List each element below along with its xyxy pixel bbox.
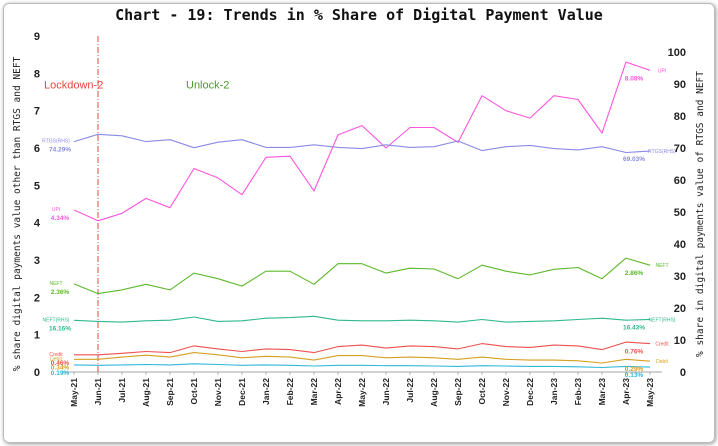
y-tick-right: 40 [674, 239, 686, 251]
x-tick-label: Oct-21 [189, 378, 199, 405]
y-tick-left: 6 [34, 143, 40, 155]
x-tick-label: Nov-21 [213, 378, 223, 407]
data-label-upi: 8.08% [625, 75, 644, 82]
series-tag-end-credit: Credit [655, 342, 669, 348]
series-tag-start-neft: NEFT [49, 281, 62, 287]
x-tick-label: Jul-21 [117, 378, 127, 403]
y-tick-left: 5 [34, 180, 40, 192]
annotation-lockdown: Lockdown-2 [44, 79, 103, 91]
x-tick-label: Jun-21 [93, 378, 103, 406]
data-label-neft-rhs: 16.43% [623, 324, 645, 331]
x-tick-label: Jun-22 [381, 378, 391, 406]
series-lines [73, 61, 651, 369]
series-line-neft [73, 257, 651, 295]
data-label-upi: 4.34% [51, 215, 70, 222]
series-line-debit [74, 352, 651, 364]
series-tag-start-rtgs-rhs: RTGS(RHS) [42, 139, 70, 145]
x-tick-label: Feb-23 [573, 378, 583, 406]
data-label-rtgs-rhs: 69.03% [623, 156, 645, 163]
x-tick-label: Dec-21 [237, 378, 247, 406]
y-tick-right: 80 [674, 111, 686, 123]
data-label-debit: 0.29% [625, 366, 644, 373]
series-tag-end-neft: NEFT [655, 263, 668, 269]
series-line-neft-rhs [73, 315, 651, 323]
y-tick-left: 7 [34, 106, 40, 118]
x-tick-label: May-23 [645, 378, 655, 407]
x-tick-label: May-21 [69, 378, 79, 407]
y-tick-left: 9 [34, 31, 40, 43]
x-tick-label: Sep-22 [453, 378, 463, 406]
series-line-rtgs-rhs [73, 133, 651, 154]
series-line-ppi [73, 363, 651, 369]
y-tick-right: 100 [668, 47, 686, 59]
y-tick-right: 0 [680, 367, 686, 379]
data-label-neft: 2.36% [51, 289, 70, 296]
y-tick-right: 20 [674, 303, 686, 315]
x-tick-label: Aug-22 [429, 378, 439, 407]
y-tick-right: 60 [674, 175, 686, 187]
y-tick-right: 30 [674, 271, 686, 283]
y-tick-right: 90 [674, 79, 686, 91]
y-tick-left: 8 [34, 68, 40, 80]
data-label-debit: 0.34% [51, 364, 70, 371]
series-tag-end-upi: UPI [658, 68, 666, 74]
series-tag-start-neft-rhs: NEFT(RHS) [43, 317, 70, 323]
y-tick-left: 0 [34, 367, 40, 379]
x-tick-label: Nov-22 [501, 378, 511, 407]
y-tick-right: 50 [674, 207, 686, 219]
data-label-ppi: 0.13% [625, 372, 644, 379]
data-label-rtgs-rhs: 74.29% [49, 147, 71, 154]
x-tick-label: Aug-21 [141, 378, 151, 407]
x-tick-label: Apr-22 [333, 378, 343, 405]
annotation-unlock: Unlock-2 [186, 79, 229, 91]
x-tick-label: May-22 [357, 378, 367, 407]
series-tag-end-neft-rhs: NEFT(RHS) [649, 317, 676, 323]
series-tag-end-rtgs-rhs: RTGS(RHS) [648, 149, 676, 155]
series-tag-start-debit: Debit [50, 356, 62, 362]
y-axis-label-right: % share in digital payments value of RTG… [695, 71, 706, 357]
data-label-neft-rhs: 16.16% [49, 325, 71, 332]
x-tick-label: Dec-22 [525, 378, 535, 406]
x-tick-label: Feb-22 [285, 378, 295, 406]
x-tick-label: Mar-22 [309, 378, 319, 406]
series-tag-end-debit: Debit [656, 359, 668, 365]
series-tag-start-credit: Credit [49, 352, 63, 358]
y-tick-right: 10 [674, 335, 686, 347]
series-line-upi [73, 61, 651, 222]
data-label-credit: 0.76% [625, 349, 644, 356]
data-labels: 4.34%8.08%UPIUPI2.36%2.86%NEFTNEFT0.46%0… [42, 68, 676, 379]
y-tick-left: 2 [34, 292, 40, 304]
data-label-ppi: 0.19% [51, 370, 70, 377]
x-tick-label: Apr-23 [621, 378, 631, 405]
x-tick-label: Jan-23 [549, 378, 559, 405]
x-tick-label: Jul-22 [405, 378, 415, 403]
y-tick-left: 1 [34, 330, 40, 342]
series-tag-start-upi: UPI [52, 207, 60, 213]
chart-frame [3, 3, 715, 443]
y-tick-left: 3 [34, 255, 40, 267]
y-axis-label-left: % share digital payments value other tha… [12, 56, 23, 371]
x-tick-label: Jan-22 [261, 378, 271, 405]
x-tick-label: Oct-22 [477, 378, 487, 405]
data-label-neft: 2.86% [625, 270, 644, 277]
series-line-credit [74, 341, 651, 356]
chart-title: Chart - 19: Trends in % Share of Digital… [115, 6, 603, 24]
y-tick-right: 70 [674, 143, 686, 155]
data-label-credit: 0.46% [51, 360, 70, 367]
x-tick-label: Mar-23 [597, 378, 607, 406]
y-tick-left: 4 [34, 218, 41, 230]
x-tick-label: Sep-21 [165, 378, 175, 406]
